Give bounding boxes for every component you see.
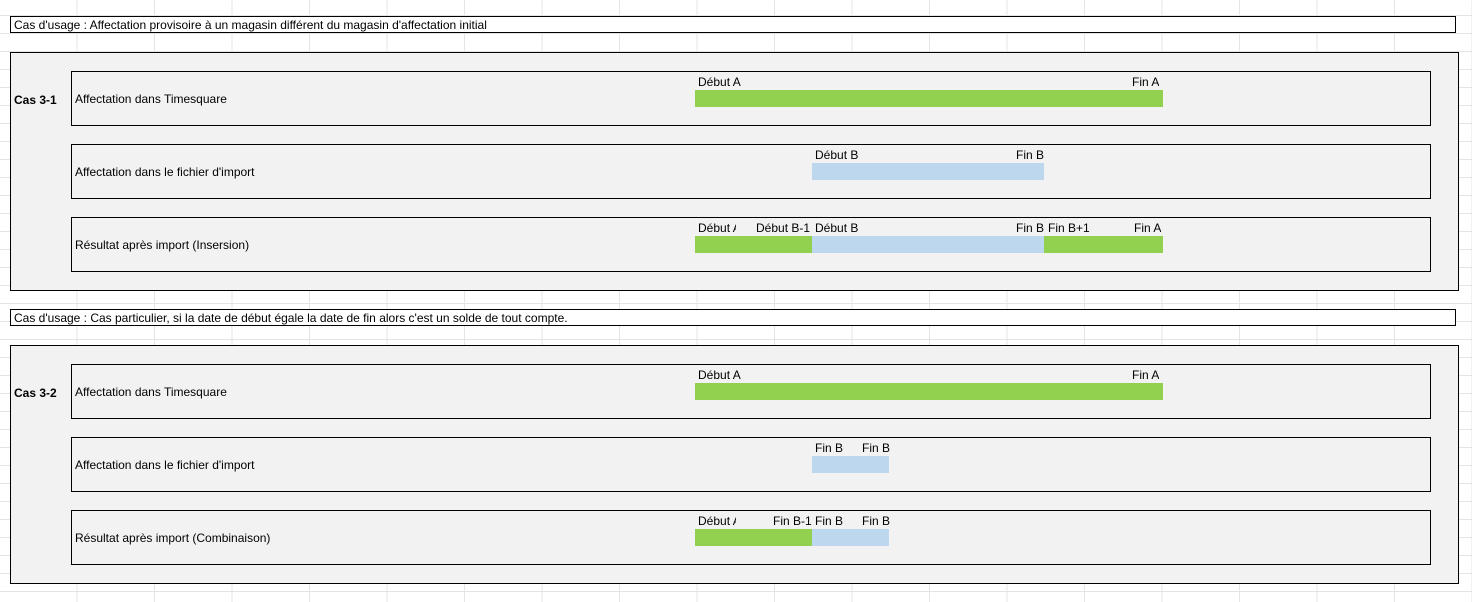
timesquare-bar xyxy=(695,383,1163,400)
marker-label: Début A xyxy=(698,76,741,89)
marker-label: Fin B xyxy=(815,515,844,528)
use-case-banner-2: Cas d'usage : Cas particulier, si la dat… xyxy=(10,309,1456,326)
marker-label: Fin A xyxy=(1132,76,1160,89)
case-panel-3-1: Cas 3-1 Affectation dans Timesquare Débu… xyxy=(10,52,1459,291)
marker-label: Début A xyxy=(698,515,736,528)
timesquare-bar xyxy=(695,90,1163,107)
use-case-banner-1: Cas d'usage : Affectation provisoire à u… xyxy=(10,16,1456,33)
import-bar xyxy=(812,529,889,546)
marker-label: Début A xyxy=(698,369,741,382)
row-result: Résultat après import (Combinaison) Débu… xyxy=(71,510,1431,565)
marker-label: Fin B xyxy=(1016,149,1045,162)
row-label: Résultat après import (Insersion) xyxy=(75,238,250,252)
row-label: Affectation dans le fichier d'import xyxy=(75,165,255,179)
marker-label: Fin B xyxy=(862,515,891,528)
row-timesquare: Affectation dans Timesquare Début A Fin … xyxy=(71,71,1431,126)
row-label: Affectation dans le fichier d'import xyxy=(75,458,255,472)
marker-label: Fin B+1 xyxy=(1048,222,1090,235)
timesquare-bar xyxy=(695,529,812,546)
timesquare-bar xyxy=(1044,236,1163,253)
timesquare-bar xyxy=(695,236,812,253)
import-bar xyxy=(812,236,1044,253)
case-label: Cas 3-1 xyxy=(14,93,57,107)
row-label: Affectation dans Timesquare xyxy=(75,385,227,399)
marker-label: Fin B-1 xyxy=(773,515,812,528)
marker-label: Fin B xyxy=(815,442,844,455)
row-import-file: Affectation dans le fichier d'import Fin… xyxy=(71,437,1431,492)
marker-label: Début B xyxy=(815,222,859,235)
marker-label: Fin A xyxy=(1132,369,1160,382)
marker-label: Fin B xyxy=(1016,222,1045,235)
marker-label: Début B-1 xyxy=(756,222,811,235)
row-timesquare: Affectation dans Timesquare Début A Fin … xyxy=(71,364,1431,419)
marker-label: Fin B xyxy=(862,442,891,455)
marker-label: Début B xyxy=(815,149,859,162)
import-bar xyxy=(812,163,1044,180)
marker-label: Fin A xyxy=(1134,222,1162,235)
row-label: Résultat après import (Combinaison) xyxy=(75,531,271,545)
marker-label: Début A xyxy=(698,222,736,235)
row-result: Résultat après import (Insersion) Début … xyxy=(71,217,1431,272)
row-import-file: Affectation dans le fichier d'import Déb… xyxy=(71,144,1431,199)
case-label: Cas 3-2 xyxy=(14,386,57,400)
case-panel-3-2: Cas 3-2 Affectation dans Timesquare Débu… xyxy=(10,345,1459,584)
row-label: Affectation dans Timesquare xyxy=(75,92,227,106)
import-bar xyxy=(812,456,889,473)
